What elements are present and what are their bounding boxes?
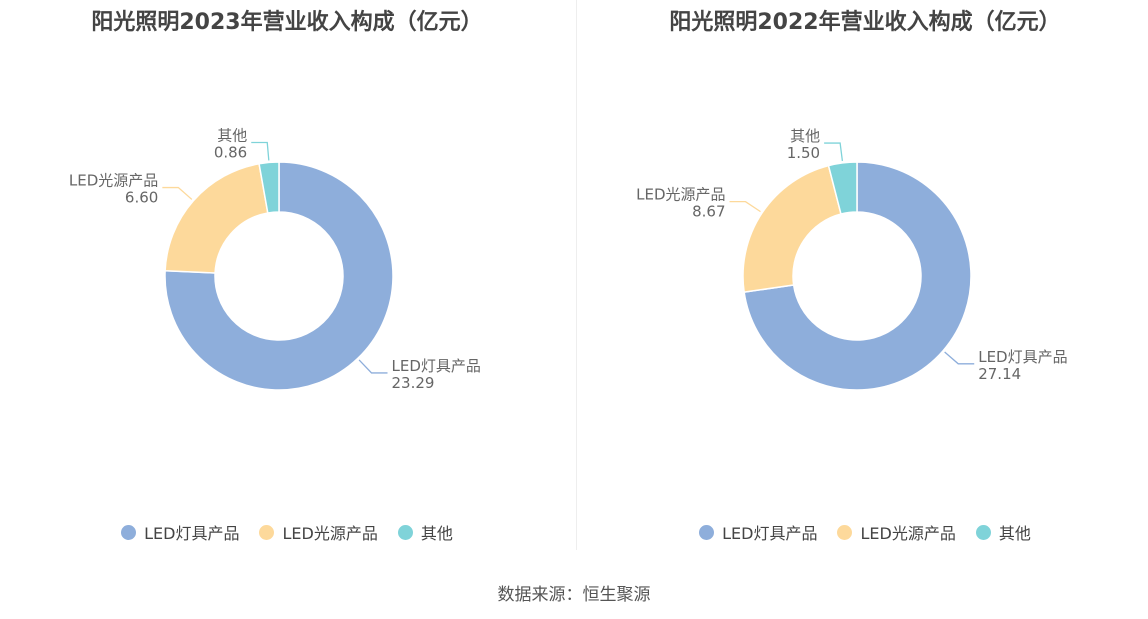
legend-swatch [699, 524, 715, 540]
callout-line-led-light-sources [162, 186, 193, 200]
callout-line-other [251, 141, 270, 161]
legend-label: 其他 [420, 524, 453, 543]
donut-slice-other[interactable] [258, 161, 280, 214]
legend-swatch [975, 524, 991, 540]
donut-slice-other[interactable] [827, 161, 858, 215]
callout-label-led-light-sources: LED光源产品 [69, 172, 158, 190]
panel-divider [576, 0, 577, 550]
callout-line-led-fixtures [358, 359, 388, 374]
legend-item-led-light-sources[interactable]: LED光源产品 [837, 520, 956, 544]
callout-label-led-fixtures: LED灯具产品 [978, 348, 1067, 366]
donut-slice-led-fixtures[interactable] [743, 161, 972, 391]
callout-value-other: 1.50 [787, 144, 820, 162]
chart-panel-2023: 阳光照明2023年营业收入构成（亿元） LED灯具产品 23.29 LED光源产品 6… [0, 0, 574, 560]
legend-label: LED光源产品 [860, 524, 956, 543]
callout-line-led-fixtures [944, 351, 975, 365]
legend-swatch [259, 524, 275, 540]
chart-title: 阳光照明2022年营业收入构成（亿元） [669, 10, 1061, 35]
legend-item-other[interactable]: 其他 [397, 520, 453, 544]
donut-slice-led-light-sources[interactable] [742, 164, 842, 293]
callout-label-other: 其他 [217, 127, 247, 145]
donut-slice-led-fixtures[interactable] [164, 161, 394, 391]
legend-label: LED光源产品 [282, 524, 378, 543]
legend-item-led-fixtures[interactable]: LED灯具产品 [121, 520, 239, 544]
callout-value-other: 0.86 [214, 144, 247, 162]
legend-label: LED灯具产品 [722, 524, 818, 543]
callout-value-led-fixtures: 27.14 [978, 365, 1021, 383]
callout-value-led-light-sources: 6.60 [125, 189, 158, 207]
data-source-note: 数据来源：恒生聚源 [497, 585, 651, 605]
callout-value-led-light-sources: 8.67 [692, 203, 725, 221]
callout-label-led-light-sources: LED光源产品 [636, 186, 725, 204]
legend: LED灯具产品 LED光源产品 其他 [0, 520, 574, 544]
legend-label: 其他 [998, 524, 1031, 543]
legend-swatch [397, 524, 413, 540]
legend-swatch [837, 524, 853, 540]
chart-title: 阳光照明2023年营业收入构成（亿元） [91, 10, 483, 35]
callout-label-led-fixtures: LED灯具产品 [392, 357, 481, 375]
legend-label: LED灯具产品 [144, 524, 240, 543]
callout-value-led-fixtures: 23.29 [392, 374, 435, 392]
legend-item-led-light-sources[interactable]: LED光源产品 [259, 520, 378, 544]
callout-line-other [824, 142, 844, 162]
legend-item-other[interactable]: 其他 [975, 520, 1031, 544]
callout-label-other: 其他 [790, 127, 820, 145]
callout-line-led-light-sources [729, 201, 761, 213]
legend: LED灯具产品 LED光源产品 其他 [578, 520, 1148, 544]
donut-slice-led-light-sources[interactable] [164, 162, 269, 274]
legend-swatch [121, 524, 137, 540]
chart-panel-2022: 阳光照明2022年营业收入构成（亿元） LED灯具产品 27.14 LED光源产品 8… [578, 0, 1148, 560]
legend-item-led-fixtures[interactable]: LED灯具产品 [699, 520, 817, 544]
